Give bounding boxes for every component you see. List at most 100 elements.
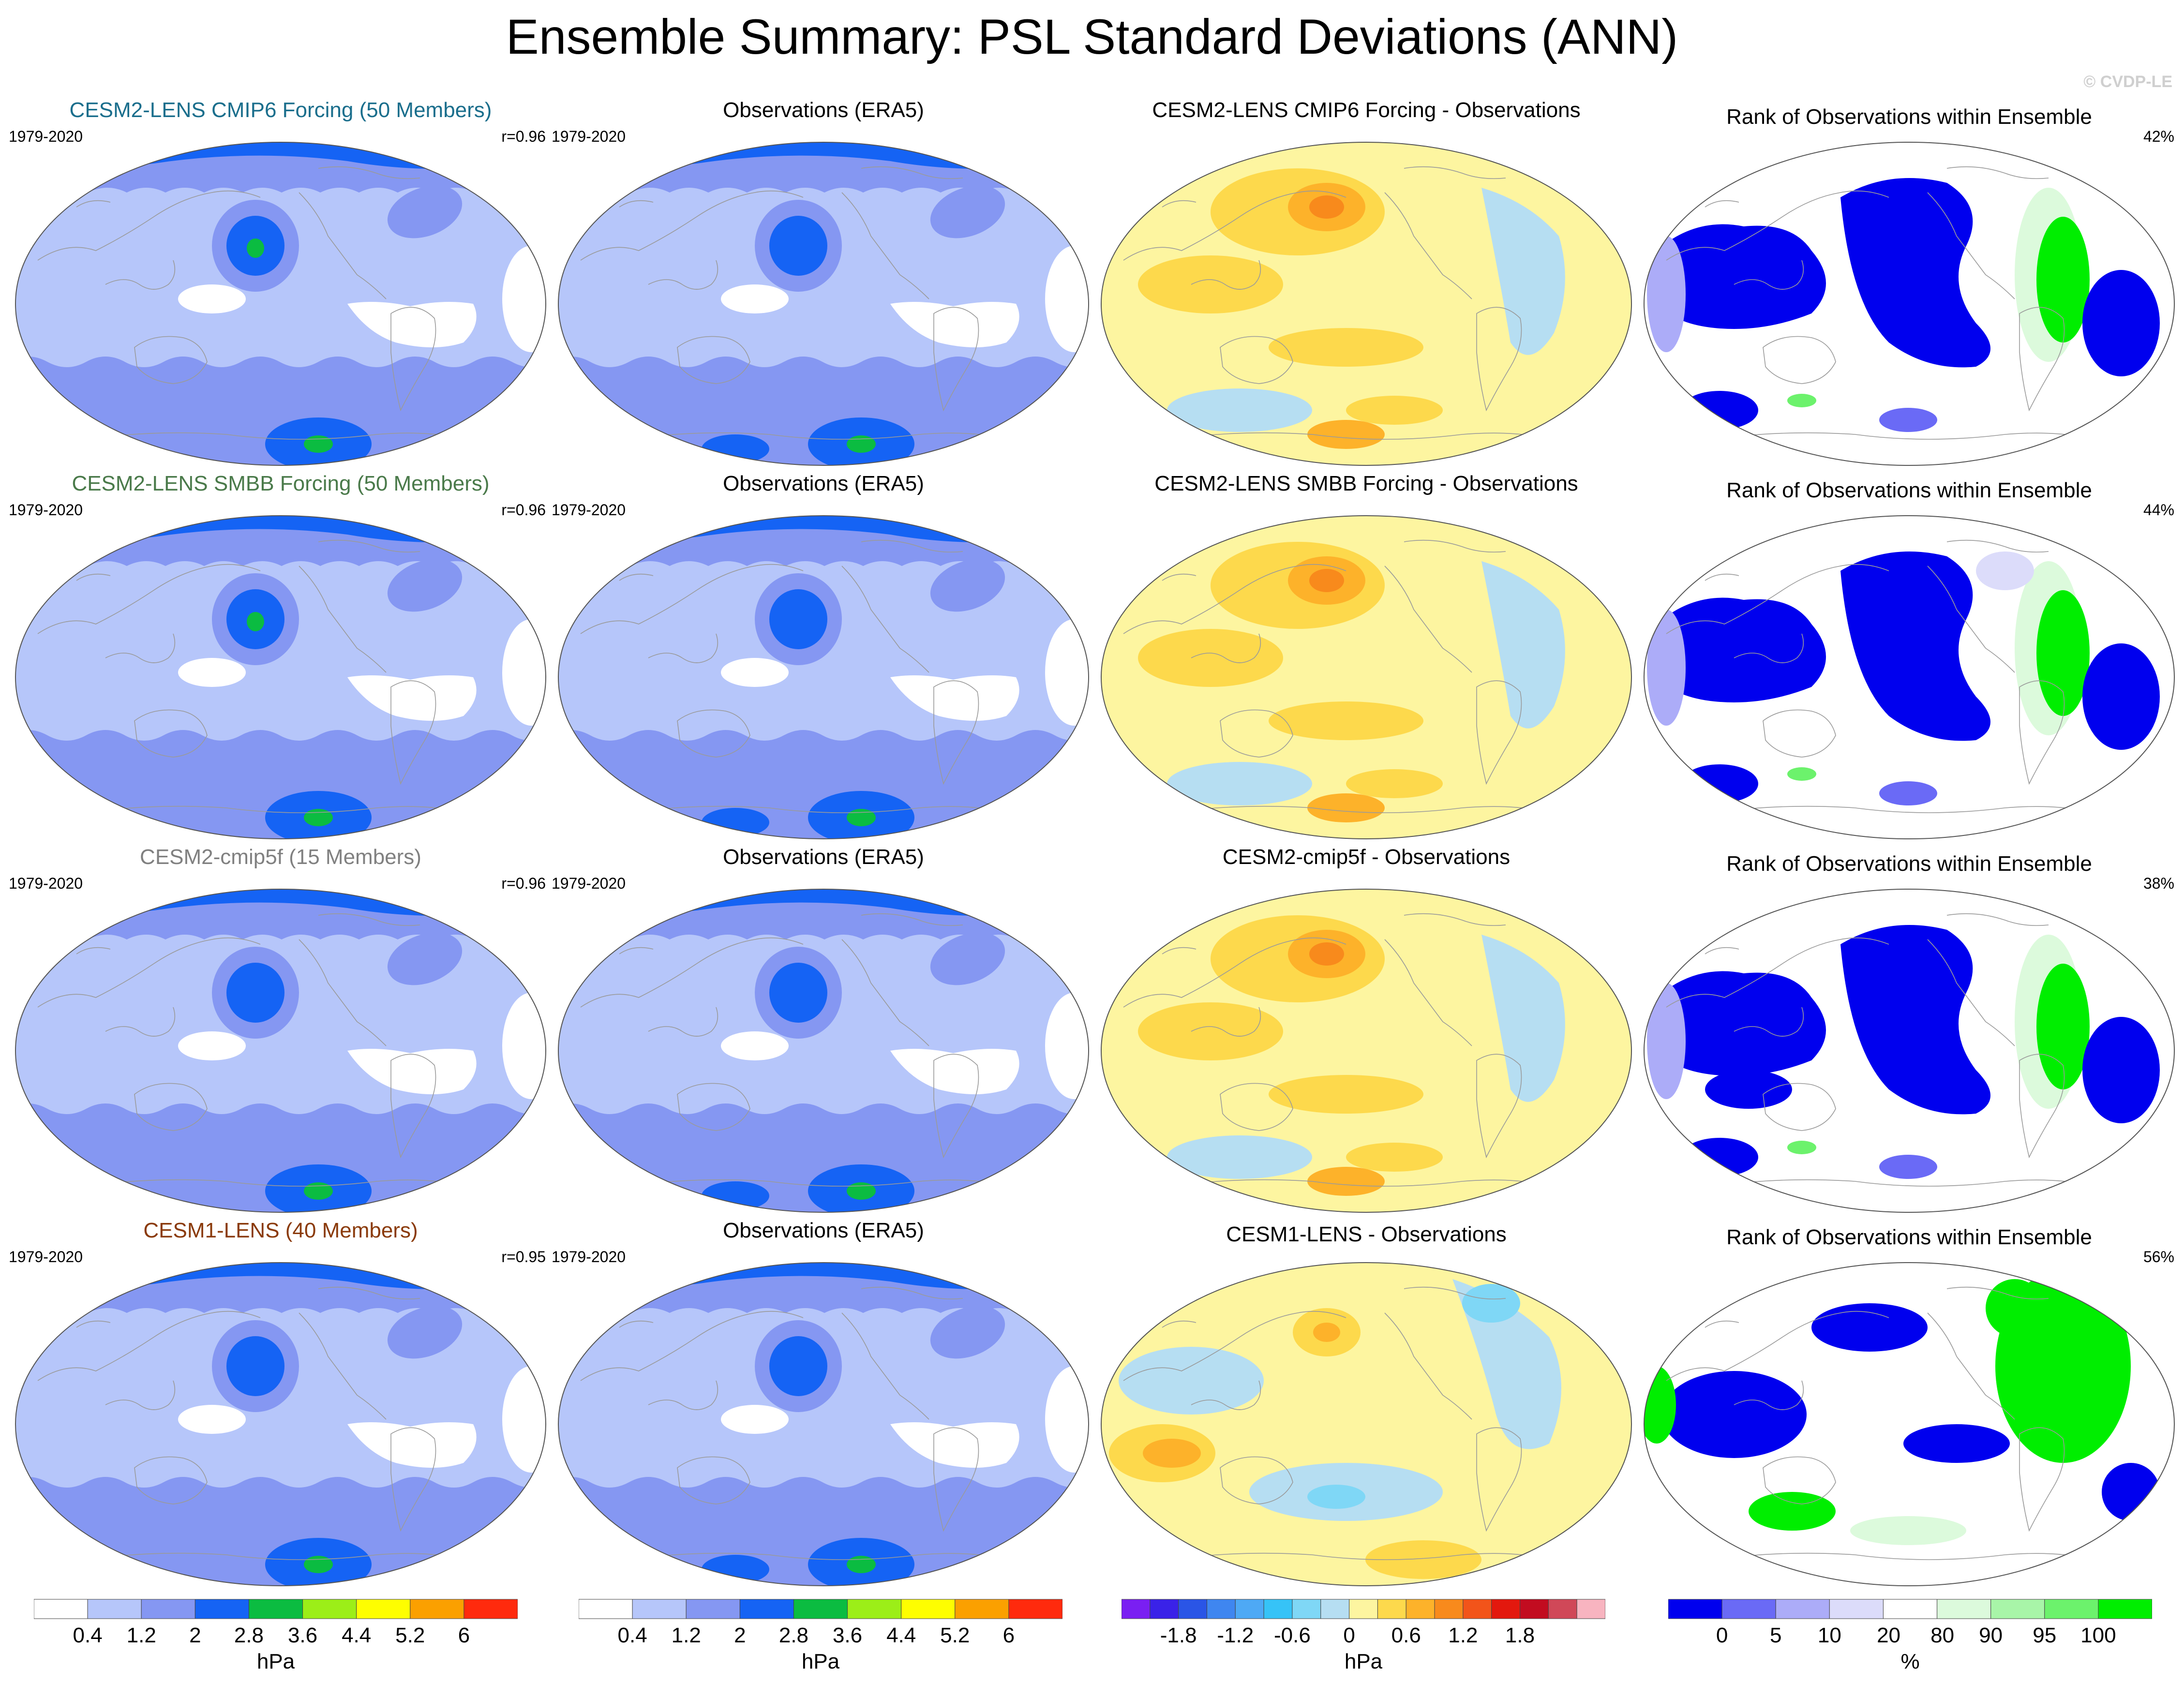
coastline — [677, 1083, 750, 1131]
colorbar-swatch — [1434, 1599, 1464, 1619]
colorbar-tick-label: 80 — [1930, 1623, 1955, 1647]
coastline — [580, 190, 804, 261]
panel-rank: Rank of Observations within Ensemble 56% — [1637, 1217, 2181, 1586]
colorbar-swatch — [1463, 1599, 1492, 1619]
diff-negative-region — [1167, 1135, 1312, 1179]
coastline — [1123, 564, 1346, 634]
colorbar-tick-label: -1.2 — [1217, 1623, 1254, 1647]
diff-negative-core — [1307, 1485, 1365, 1509]
map-field — [1101, 889, 1631, 1212]
rank-low-region — [1705, 1070, 1792, 1109]
coastline — [299, 566, 387, 673]
sd-tropical-min — [178, 1405, 246, 1434]
coastline — [1171, 1552, 1559, 1563]
coastline — [2019, 1427, 2065, 1532]
coastline — [1191, 260, 1261, 290]
sd-south-america-min — [890, 1422, 1019, 1468]
sd-north-atlantic — [930, 185, 1005, 238]
map-field — [1101, 516, 1631, 839]
sd-north-atlantic — [930, 1306, 1005, 1359]
coastline — [1220, 336, 1293, 384]
coastline — [1220, 1456, 1293, 1504]
rank-low-region — [1652, 224, 1826, 329]
sd-antarctic-high — [702, 1555, 769, 1584]
coastline — [628, 1552, 1017, 1563]
panel-title: CESM2-LENS CMIP6 Forcing (50 Members) — [69, 98, 492, 122]
panel-title: CESM2-LENS SMBB Forcing - Observations — [1154, 472, 1578, 495]
map-field — [558, 516, 1089, 839]
map-border — [15, 889, 546, 1213]
coastline — [1734, 1007, 1804, 1037]
sd-arctic-band — [558, 142, 1089, 193]
colorbar-swatch — [632, 1599, 687, 1619]
rank-map — [1644, 1262, 2175, 1586]
sd-north-pacific-peak — [247, 238, 264, 258]
coastline — [1946, 1286, 2049, 1299]
sd-south-america-min — [890, 675, 1019, 721]
coastline — [861, 1286, 963, 1299]
panel-title: Rank of Observations within Ensemble — [1726, 1225, 2092, 1249]
diff-map — [1101, 515, 1632, 839]
diff-background — [1101, 1263, 1631, 1586]
coastline — [1946, 166, 2049, 179]
colorbar-tick-label: 4.4 — [886, 1623, 916, 1647]
sd-southern-peak — [847, 1182, 876, 1200]
rank-high-fringe — [1850, 1516, 1966, 1545]
coastline — [1763, 1083, 1836, 1131]
coastline — [1476, 1054, 1522, 1159]
coastline — [1171, 432, 1559, 442]
panel-diff: CESM1-LENS - Observations — [1094, 1217, 1638, 1586]
coastline — [1714, 805, 2102, 816]
map-border — [1644, 889, 2175, 1213]
colorbar-swatches — [1668, 1599, 2152, 1619]
rank-low-region — [2082, 270, 2160, 376]
rank-low-region — [1652, 971, 1826, 1076]
diff-positive-core — [1313, 1323, 1340, 1342]
sd-map — [558, 515, 1089, 839]
panel-title: CESM2-LENS SMBB Forcing (50 Members) — [72, 472, 490, 495]
rank-percent: 56% — [2143, 1248, 2174, 1266]
sd-southern-peak — [304, 435, 333, 453]
sd-south-america-min — [347, 1049, 477, 1094]
map-border — [1101, 142, 1632, 466]
colorbar-swatch — [87, 1599, 142, 1619]
rank-low-fringe — [1647, 983, 1686, 1099]
coastline — [1734, 633, 1804, 663]
colorbar-tick-label: 1.2 — [1448, 1623, 1478, 1647]
colorbar-swatch — [1406, 1599, 1435, 1619]
coastline — [1220, 1083, 1293, 1131]
colorbar-rank: 0 5 10 20 80 90 95 100% — [1668, 1598, 2152, 1681]
coastline — [1123, 1311, 1346, 1381]
map-border — [1101, 1262, 1632, 1586]
colorbar-tick-label: 2.8 — [778, 1623, 809, 1647]
sd-southern-peak — [304, 1556, 333, 1573]
rank-low-region — [2082, 1017, 2160, 1123]
colorbar-swatches — [1122, 1599, 1605, 1619]
sd-map — [558, 142, 1089, 466]
colorbar-swatch — [194, 1599, 249, 1619]
sd-south-america-min — [890, 1049, 1019, 1094]
colorbar-tick-label: 1.2 — [126, 1623, 156, 1647]
coastline — [1476, 680, 1522, 785]
coastline — [86, 1552, 474, 1563]
rank-low-region — [2102, 1463, 2160, 1521]
coastline — [1927, 566, 2015, 673]
coastline — [580, 564, 804, 634]
rank-high-region — [1749, 1492, 1836, 1531]
colorbar-swatch — [410, 1599, 464, 1619]
sd-east-min — [1045, 246, 1089, 352]
rank-map — [1644, 142, 2175, 466]
colorbar-swatch — [2044, 1599, 2099, 1619]
coastline — [648, 1380, 718, 1410]
sd-north-pacific-peak — [793, 984, 806, 999]
sd-arctic-band — [558, 1263, 1089, 1313]
colorbar-swatch — [1263, 1599, 1293, 1619]
map-field — [15, 516, 546, 839]
rank-low-region — [1811, 1303, 1928, 1352]
panel-obs: Observations (ERA5) 1979-2020 — [552, 97, 1095, 466]
map-field — [15, 889, 546, 1212]
diff-positive-region — [1365, 1540, 1481, 1579]
sd-map — [15, 1262, 546, 1586]
colorbar-swatch — [847, 1599, 902, 1619]
coastline — [390, 680, 436, 785]
